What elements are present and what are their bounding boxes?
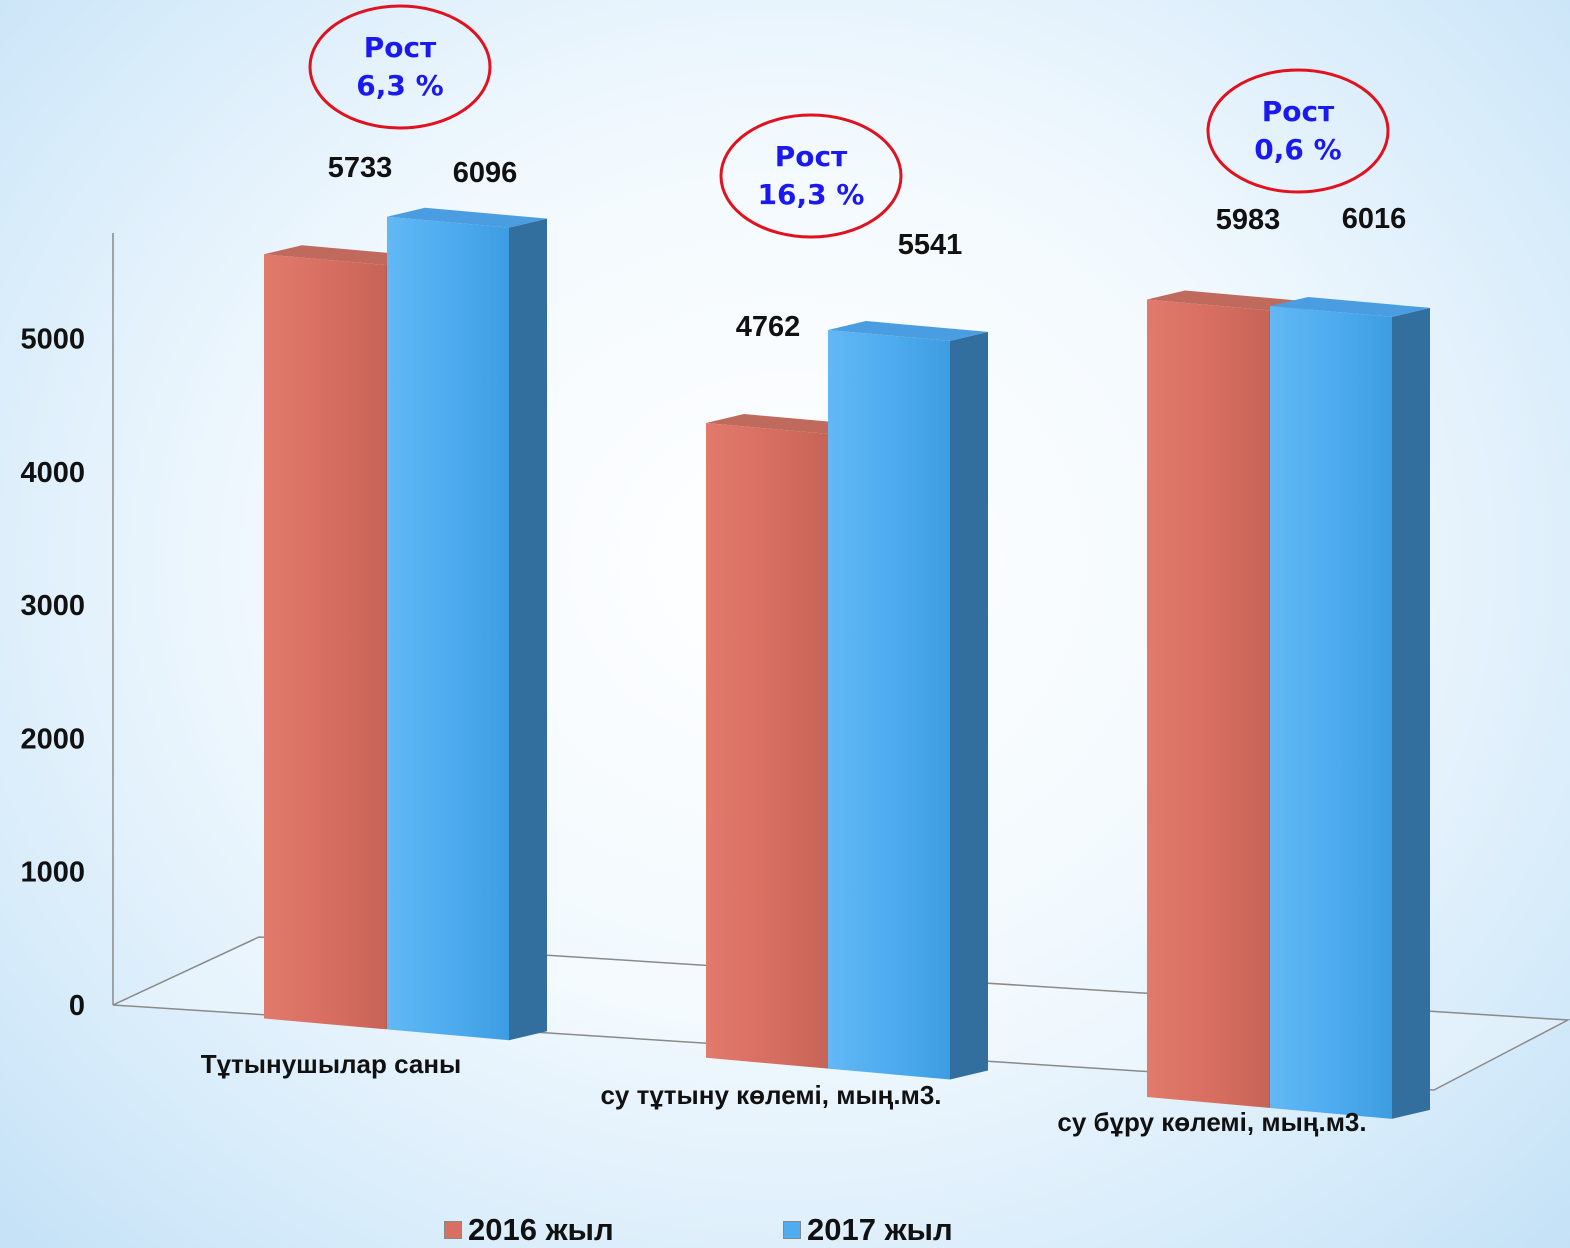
x-axis-labels: Тұтынушылар саны су тұтыну көлемі, мың.м3… [201, 1049, 1367, 1137]
bar-top [1270, 297, 1430, 317]
growth-ellipse [308, 4, 492, 130]
legend-swatch-2016 [444, 1221, 462, 1239]
growth-value: 6,3 % [356, 69, 444, 102]
growth-title: Рост [363, 31, 437, 64]
growth-value: 0,6 % [1254, 133, 1342, 166]
growth-title: Рост [774, 140, 848, 173]
bar-2017-1 [828, 321, 988, 1080]
data-label: 5733 [328, 152, 393, 184]
legend-swatch-2017 [783, 1221, 801, 1239]
bar-top [828, 321, 988, 341]
y-tick-label: 1000 [20, 857, 85, 889]
bar-front [1147, 299, 1269, 1108]
category-label: Тұтынушылар саны [201, 1049, 462, 1079]
growth-label: Рост 6,3 % [308, 29, 492, 105]
bars-group [264, 207, 1430, 1119]
data-label: 5983 [1216, 204, 1281, 236]
bar-2017-0 [387, 207, 547, 1041]
bar-front [387, 216, 509, 1041]
growth-title: Рост [1261, 95, 1335, 128]
bar-top [1147, 290, 1307, 311]
data-labels: 5733 6096 4762 5541 5983 6016 [328, 152, 1407, 343]
bar-front [264, 254, 386, 1030]
bar-side [950, 331, 988, 1080]
bar-2017-2 [1270, 297, 1430, 1119]
bar-top [387, 207, 547, 228]
growth-value: 16,3 % [757, 178, 865, 211]
bar-top [706, 414, 866, 434]
y-tick-label: 5000 [20, 324, 85, 356]
legend-label-2017: 2017 жыл [807, 1212, 953, 1247]
y-tick-label: 2000 [20, 723, 85, 755]
growth-label: Рост 16,3 % [719, 138, 903, 214]
legend-label-2016: 2016 жыл [468, 1212, 614, 1247]
category-label: су тұтыну көлемі, мың.м3. [600, 1080, 941, 1110]
data-label: 4762 [736, 311, 801, 343]
y-tick-label: 3000 [20, 590, 85, 622]
category-label: су бұру көлемі, мың.м3. [1057, 1107, 1366, 1137]
bar-front [706, 423, 828, 1069]
bar-top [264, 245, 424, 266]
legend-item-2016: 2016 жыл [444, 1212, 614, 1248]
bar-front [828, 330, 950, 1080]
y-axis: 0 1000 2000 3000 4000 5000 [20, 324, 85, 1023]
data-label: 5541 [898, 229, 963, 261]
bar-side [509, 218, 547, 1041]
y-tick-label: 4000 [20, 457, 85, 489]
bar-side [1392, 307, 1430, 1119]
growth-ellipses [308, 4, 1390, 239]
growth-ellipse [719, 113, 903, 239]
data-label: 6096 [453, 157, 518, 189]
legend-item-2017: 2017 жыл [783, 1212, 953, 1248]
data-label: 6016 [1342, 203, 1407, 235]
growth-ellipse [1206, 68, 1390, 194]
y-tick-label: 0 [69, 990, 85, 1022]
bar-front [1270, 306, 1392, 1119]
growth-label: Рост 0,6 % [1206, 93, 1390, 169]
